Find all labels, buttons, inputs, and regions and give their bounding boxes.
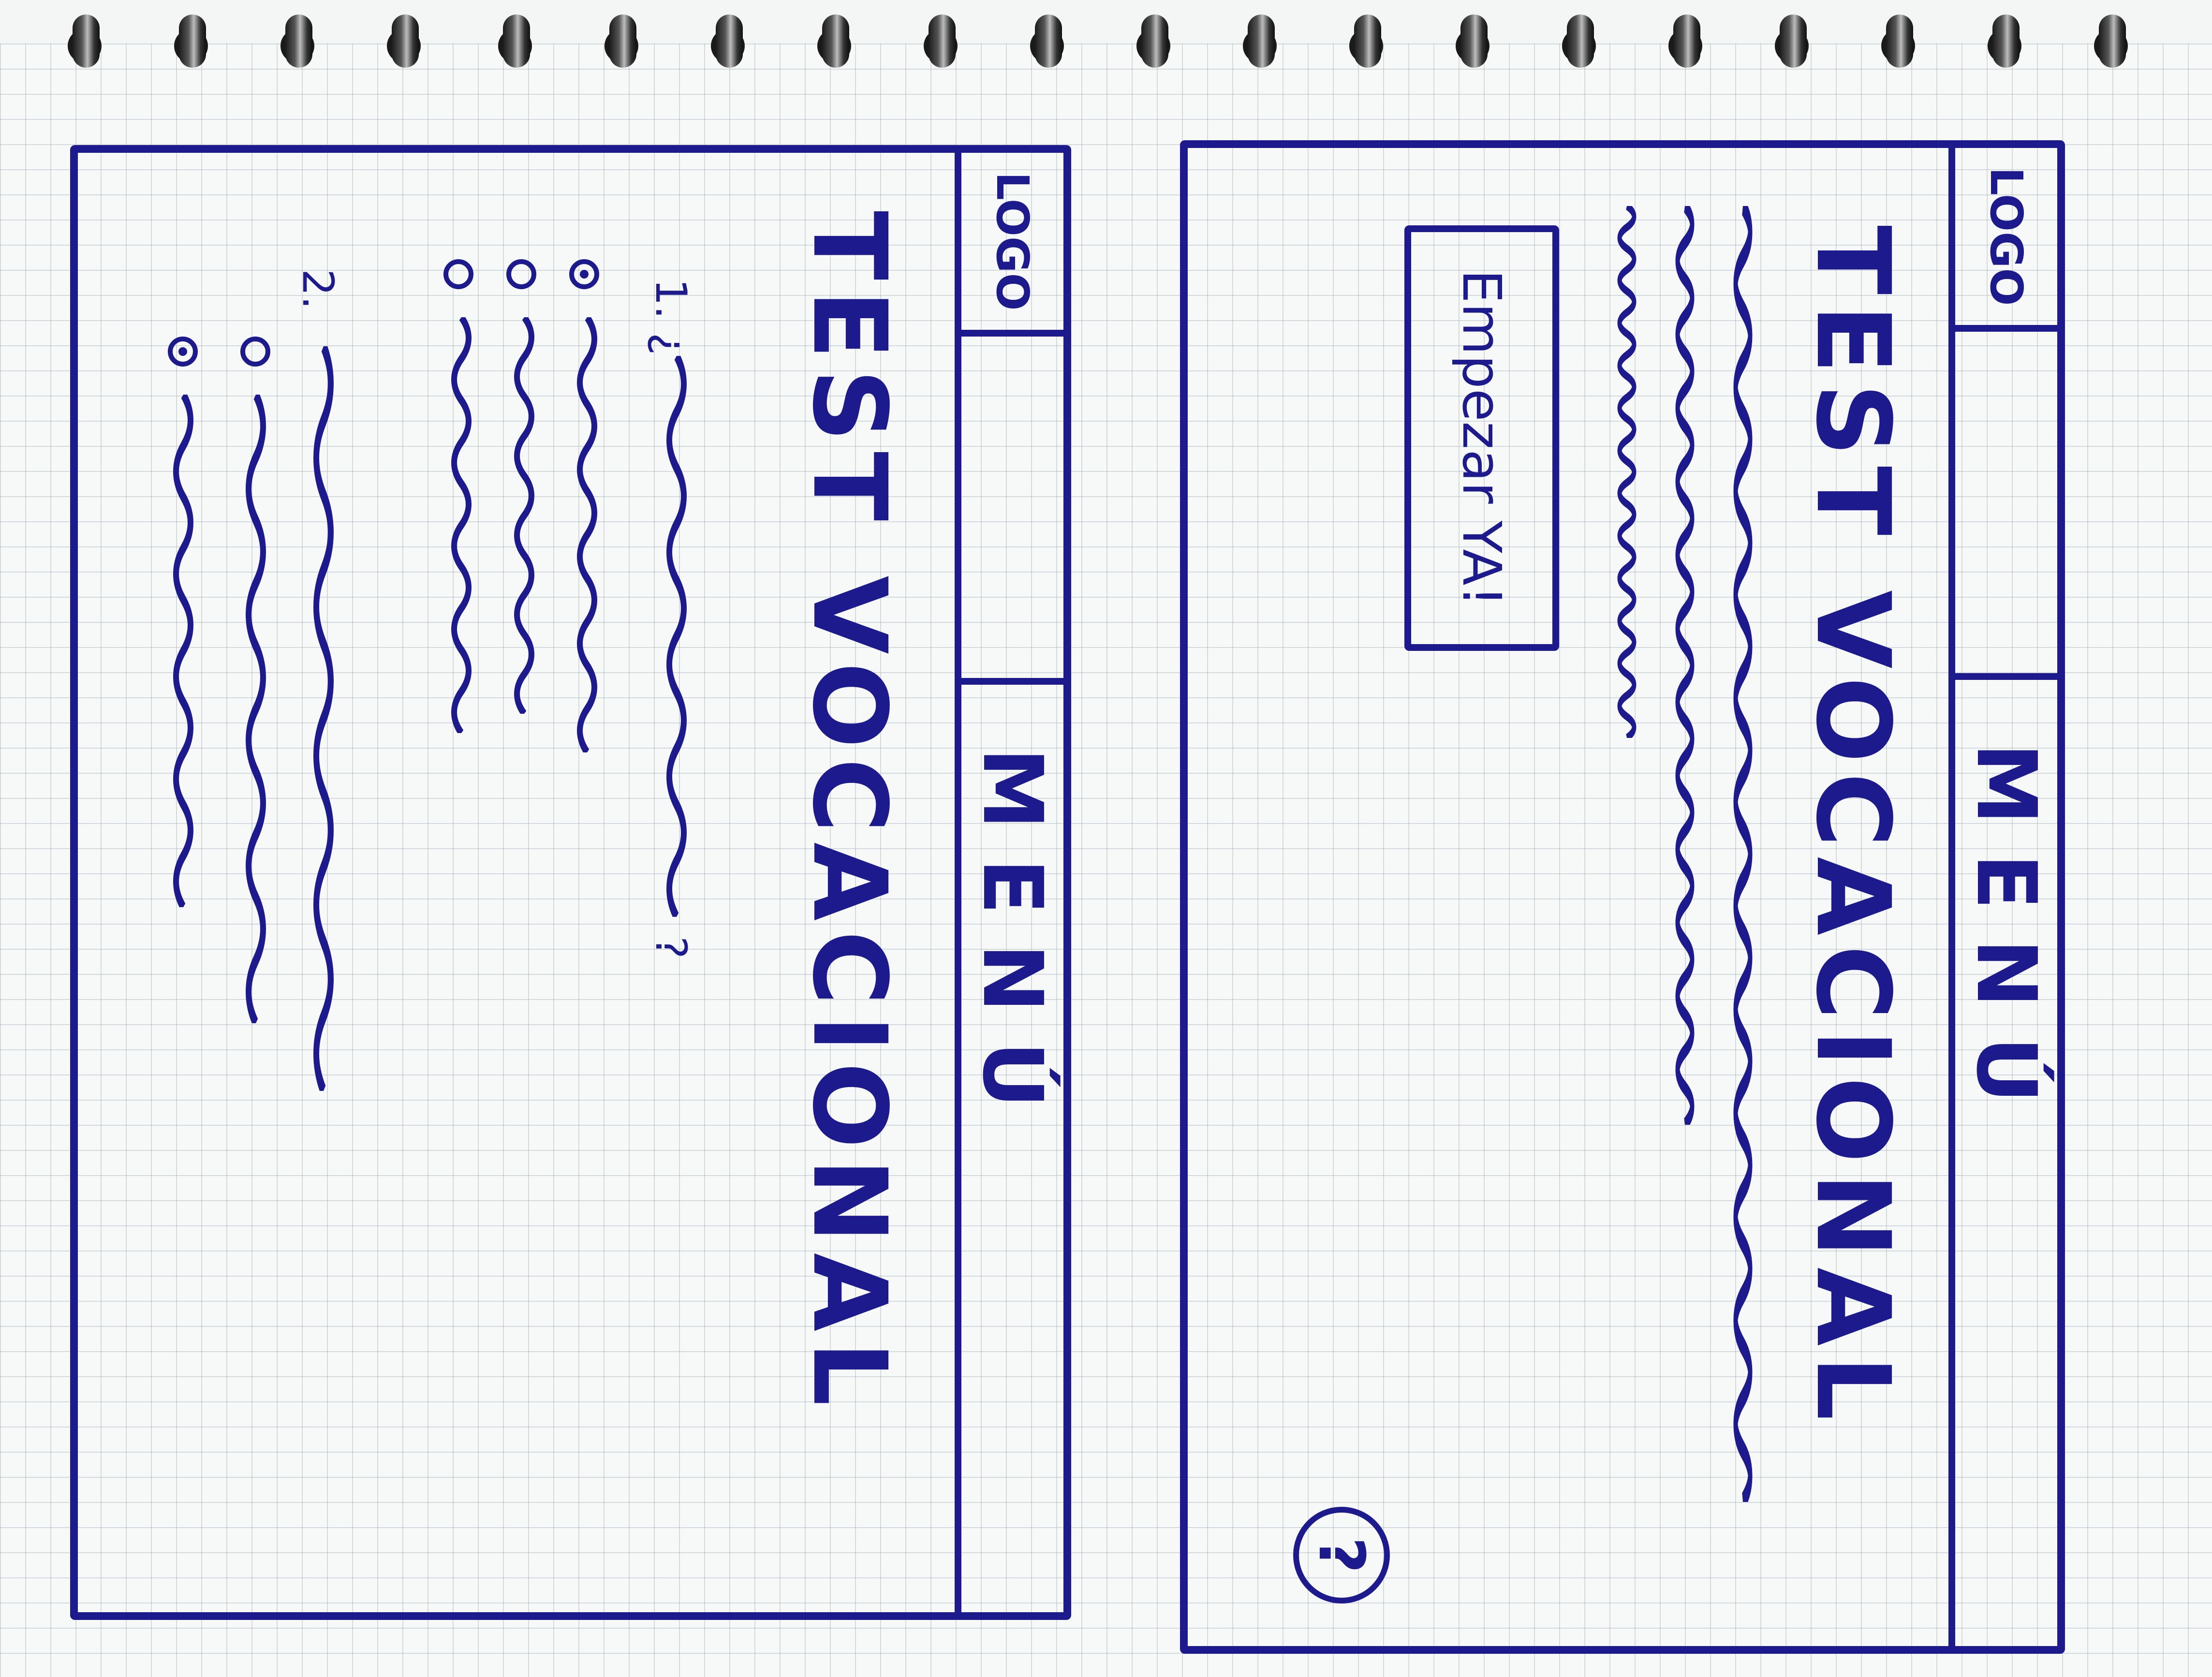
help-icon[interactable]: ?: [1293, 1507, 1390, 1603]
spiral-binding: [0, 0, 2212, 77]
start-button[interactable]: Empezar YA!: [1404, 225, 1559, 651]
question-2-option-2-radio[interactable]: [168, 337, 198, 367]
top-bar-empty-slot: [961, 337, 1063, 685]
page-title: TEST VOCACIONAL: [1794, 225, 1912, 1430]
notebook-paper: [0, 44, 2212, 1677]
question-2-text: [309, 346, 338, 1091]
top-bar: LOGO MENÚ: [955, 153, 1063, 1612]
question-2-option-1-text: [241, 395, 270, 1023]
top-bar: LOGO MENÚ: [1948, 148, 2057, 1646]
logo[interactable]: LOGO: [1955, 148, 2057, 332]
menu-button[interactable]: MENÚ: [964, 748, 1061, 1137]
question-1-option-2-text: [510, 317, 539, 714]
top-bar-empty-slot: [1955, 332, 2057, 680]
question-2-option-1-radio[interactable]: [240, 337, 270, 367]
question-1-option-1-text: [573, 317, 602, 752]
wireframe-start-screen: LOGO MENÚ TEST VOCACIONAL Empezar YA! ?: [1180, 140, 2065, 1654]
question-1-end: ?: [646, 936, 696, 959]
wireframe-test-screen: LOGO MENÚ TEST VOCACIONAL 1. ¿ ? 2.: [70, 145, 1071, 1620]
menu-button[interactable]: MENÚ: [1958, 743, 2054, 1133]
question-2-option-2-text: [169, 395, 198, 907]
question-1-text: [662, 356, 691, 917]
intro-text-line-1: [1728, 206, 1757, 1502]
intro-text-line-3: [1612, 206, 1641, 738]
question-1-option-3-text: [447, 317, 476, 733]
question-1-option-2-radio[interactable]: [506, 259, 536, 289]
logo[interactable]: LOGO: [961, 153, 1063, 337]
question-2-label: 2.: [293, 269, 343, 309]
question-1-label: 1. ¿: [646, 279, 696, 355]
intro-text-line-2: [1670, 206, 1699, 1125]
page-title: TEST VOCACIONAL: [790, 211, 909, 1416]
question-1-option-1-radio[interactable]: [569, 259, 599, 289]
question-1-option-3-radio[interactable]: [443, 259, 473, 289]
